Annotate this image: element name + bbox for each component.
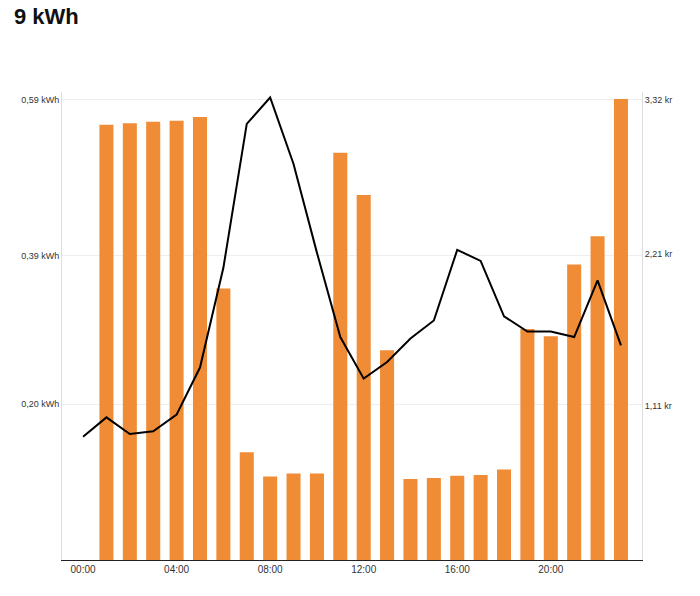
svg-text:1,11 kr: 1,11 kr [645, 401, 672, 411]
svg-text:0,20 kWh: 0,20 kWh [21, 399, 59, 409]
svg-text:00:00: 00:00 [71, 564, 96, 575]
svg-text:0,59 kWh: 0,59 kWh [21, 95, 59, 105]
svg-text:9 kWh: 9 kWh [14, 4, 79, 29]
svg-text:0,39 kWh: 0,39 kWh [21, 251, 59, 261]
svg-text:16:00: 16:00 [445, 564, 470, 575]
svg-text:20:00: 20:00 [538, 564, 563, 575]
svg-text:2,21 kr: 2,21 kr [645, 249, 673, 259]
svg-text:3,32 kr: 3,32 kr [645, 95, 673, 105]
svg-text:12:00: 12:00 [351, 564, 376, 575]
svg-text:08:00: 08:00 [258, 564, 283, 575]
svg-text:04:00: 04:00 [164, 564, 189, 575]
